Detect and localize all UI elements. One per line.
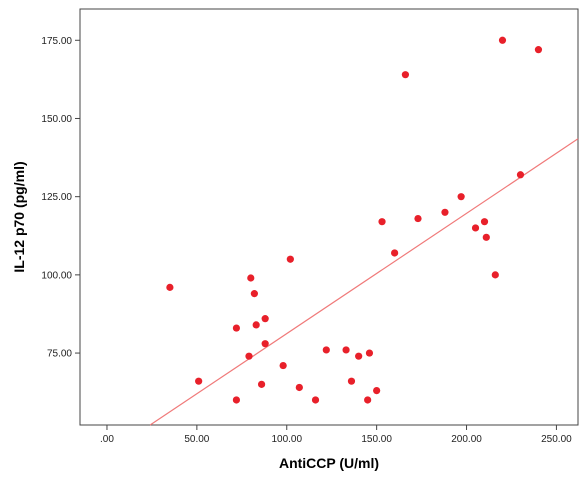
data-point [414, 214, 422, 223]
y-tick-label: 150.00 [41, 114, 72, 125]
x-tick-label: 150.00 [361, 434, 392, 445]
fit-line [149, 138, 579, 426]
data-point [391, 249, 399, 257]
data-points [166, 36, 543, 404]
data-point [457, 193, 465, 201]
y-axis-title: IL-12 p70 (pg/ml) [11, 161, 27, 272]
x-axis-title: AntiCCP (U/ml) [279, 455, 379, 471]
data-point [342, 346, 350, 354]
data-point [250, 290, 258, 298]
plot-area [79, 8, 579, 426]
x-tick-label: 200.00 [451, 434, 482, 445]
data-point [355, 352, 363, 360]
data-point [482, 233, 490, 241]
data-point [257, 380, 266, 388]
data-point [491, 271, 499, 279]
data-point [471, 224, 480, 232]
data-point [373, 386, 381, 395]
data-point [365, 349, 374, 357]
data-point [232, 324, 241, 332]
data-point [347, 377, 356, 385]
data-point [245, 352, 253, 360]
x-tick-label: 250.00 [541, 434, 572, 445]
data-point [279, 361, 287, 370]
data-point [498, 36, 507, 44]
data-point [195, 377, 203, 385]
data-point [378, 218, 386, 226]
x-tick-label: .00 [100, 434, 114, 445]
data-point [232, 396, 241, 404]
data-point [286, 255, 294, 263]
data-point [480, 218, 489, 226]
y-tick-label: 125.00 [41, 192, 72, 203]
data-point [516, 171, 525, 179]
data-point [441, 208, 449, 216]
data-point [261, 340, 269, 348]
data-point [534, 46, 543, 54]
x-tick-label: 100.00 [271, 434, 302, 445]
data-point [166, 283, 174, 291]
data-point [261, 315, 269, 323]
data-point [247, 274, 255, 282]
data-point [252, 321, 260, 329]
x-tick-label: 50.00 [184, 434, 209, 445]
data-point [401, 71, 410, 79]
data-point [311, 396, 320, 404]
x-axis-ticks: .00 50.00 100.00 150.00 200.00 250.00 [100, 425, 572, 445]
y-tick-label: 175.00 [41, 36, 72, 47]
y-tick-label: 100.00 [41, 270, 72, 281]
y-axis-ticks: 75.00 100.00 125.00 150.00 175.00 [41, 36, 80, 360]
data-point [322, 346, 330, 354]
data-point [364, 396, 372, 404]
data-point [295, 383, 303, 392]
y-tick-label: 75.00 [47, 349, 72, 360]
